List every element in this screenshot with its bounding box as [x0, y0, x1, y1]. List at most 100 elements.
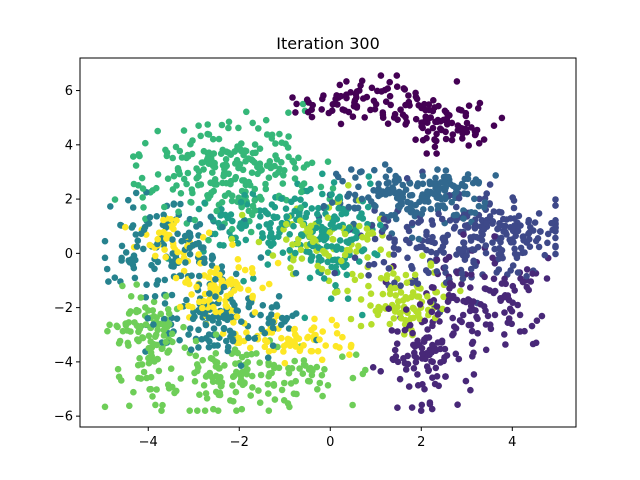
- scatter-point-cluster-9: [286, 336, 293, 344]
- scatter-point-cluster-0: [433, 150, 440, 157]
- scatter-point-cluster-8: [228, 235, 236, 243]
- scatter-point-cluster-4: [237, 362, 245, 370]
- scatter-point-cluster-8: [397, 309, 404, 317]
- scatter-point-cluster-5: [297, 196, 304, 203]
- scatter-point-cluster-6: [238, 147, 245, 155]
- scatter-point-cluster-9: [193, 283, 200, 291]
- scatter-point-cluster-5: [270, 240, 277, 247]
- scatter-point-cluster-8: [357, 296, 365, 303]
- scatter-point-cluster-2: [472, 262, 479, 270]
- scatter-point-cluster-1: [543, 275, 551, 282]
- scatter-point-cluster-4: [140, 245, 147, 253]
- scatter-point-cluster-7: [165, 347, 173, 355]
- scatter-point-cluster-0: [293, 100, 300, 108]
- scatter-point-cluster-7: [142, 321, 150, 328]
- scatter-point-cluster-8: [404, 295, 411, 302]
- scatter-point-cluster-2: [507, 215, 514, 222]
- scatter-point-cluster-1: [470, 298, 477, 305]
- scatter-point-cluster-3: [351, 191, 359, 199]
- scatter-point-cluster-8: [306, 228, 314, 236]
- scatter-point-cluster-4: [224, 347, 232, 355]
- scatter-point-cluster-5: [302, 213, 310, 221]
- scatter-point-cluster-0: [418, 123, 425, 130]
- scatter-point-cluster-0: [393, 72, 401, 79]
- scatter-point-cluster-4: [223, 337, 230, 345]
- scatter-point-cluster-9: [223, 303, 231, 311]
- scatter-point-cluster-7: [221, 362, 228, 369]
- scatter-point-cluster-8: [457, 287, 464, 295]
- scatter-point-cluster-7: [124, 327, 131, 334]
- scatter-point-cluster-5: [306, 248, 313, 256]
- scatter-point-cluster-3: [345, 203, 353, 211]
- scatter-point-cluster-5: [298, 231, 305, 238]
- y-tick-label: 6: [65, 84, 73, 99]
- scatter-point-cluster-0: [397, 106, 404, 113]
- scatter-point-cluster-0: [490, 122, 498, 129]
- scatter-point-cluster-4: [160, 211, 167, 219]
- scatter-point-cluster-0: [393, 83, 401, 90]
- scatter-point-cluster-4: [145, 220, 153, 227]
- scatter-point-cluster-1: [413, 354, 420, 362]
- scatter-point-cluster-7: [119, 282, 126, 290]
- scatter-point-cluster-2: [380, 215, 388, 223]
- scatter-point-cluster-1: [486, 321, 494, 329]
- scatter-point-cluster-8: [440, 293, 447, 301]
- scatter-point-cluster-4: [101, 237, 109, 245]
- scatter-point-cluster-2: [537, 228, 544, 235]
- scatter-point-cluster-6: [239, 177, 246, 184]
- scatter-point-cluster-0: [303, 96, 311, 103]
- scatter-point-cluster-1: [523, 266, 531, 273]
- scatter-point-cluster-3: [434, 166, 441, 173]
- scatter-point-cluster-8: [357, 322, 365, 330]
- scatter-point-cluster-2: [457, 249, 464, 256]
- scatter-point-cluster-2: [441, 264, 449, 271]
- scatter-point-cluster-1: [489, 254, 496, 262]
- scatter-point-cluster-7: [207, 354, 215, 362]
- scatter-point-cluster-8: [427, 260, 435, 267]
- scatter-point-cluster-3: [354, 204, 362, 212]
- scatter-point-cluster-1: [521, 327, 528, 335]
- scatter-point-cluster-8: [326, 229, 334, 236]
- scatter-point-cluster-2: [507, 239, 515, 246]
- scatter-point-cluster-6: [256, 145, 264, 152]
- scatter-point-cluster-2: [544, 239, 551, 247]
- scatter-point-cluster-4: [269, 342, 277, 350]
- scatter-point-cluster-8: [364, 254, 371, 261]
- scatter-point-cluster-0: [412, 115, 420, 123]
- scatter-point-cluster-0: [368, 84, 376, 92]
- scatter-point-cluster-0: [425, 115, 432, 122]
- scatter-point-cluster-7: [232, 388, 240, 396]
- scatter-point-cluster-1: [504, 319, 512, 327]
- scatter-point-cluster-9: [196, 298, 203, 306]
- scatter-point-cluster-4: [251, 335, 258, 342]
- scatter-point-cluster-6: [223, 179, 230, 187]
- scatter-point-cluster-0: [360, 95, 367, 102]
- scatter-point-cluster-4: [151, 293, 159, 300]
- scatter-point-cluster-4: [282, 316, 290, 324]
- scatter-point-cluster-6: [138, 174, 146, 182]
- scatter-point-cluster-9: [174, 248, 181, 256]
- scatter-point-cluster-3: [412, 201, 420, 209]
- scatter-point-cluster-0: [357, 82, 364, 89]
- scatter-point-cluster-1: [417, 407, 425, 415]
- scatter-point-cluster-2: [433, 268, 441, 275]
- scatter-point-cluster-7: [160, 326, 168, 334]
- scatter-point-cluster-5: [242, 236, 250, 244]
- scatter-point-cluster-6: [130, 180, 138, 188]
- scatter-point-cluster-9: [296, 347, 304, 355]
- scatter-point-cluster-7: [299, 370, 307, 378]
- scatter-point-cluster-1: [473, 313, 480, 321]
- scatter-point-cluster-3: [355, 183, 362, 191]
- scatter-point-cluster-1: [452, 350, 460, 358]
- scatter-point-cluster-6: [324, 158, 332, 165]
- scatter-point-cluster-9: [173, 217, 180, 224]
- scatter-point-cluster-1: [405, 383, 413, 390]
- scatter-point-cluster-3: [328, 199, 336, 206]
- scatter-point-cluster-8: [283, 220, 290, 228]
- scatter-point-cluster-0: [440, 116, 447, 124]
- scatter-point-cluster-4: [150, 321, 157, 328]
- scatter-point-cluster-7: [238, 353, 246, 361]
- scatter-point-cluster-5: [307, 257, 315, 264]
- scatter-point-cluster-3: [419, 180, 427, 188]
- scatter-point-cluster-3: [453, 211, 461, 219]
